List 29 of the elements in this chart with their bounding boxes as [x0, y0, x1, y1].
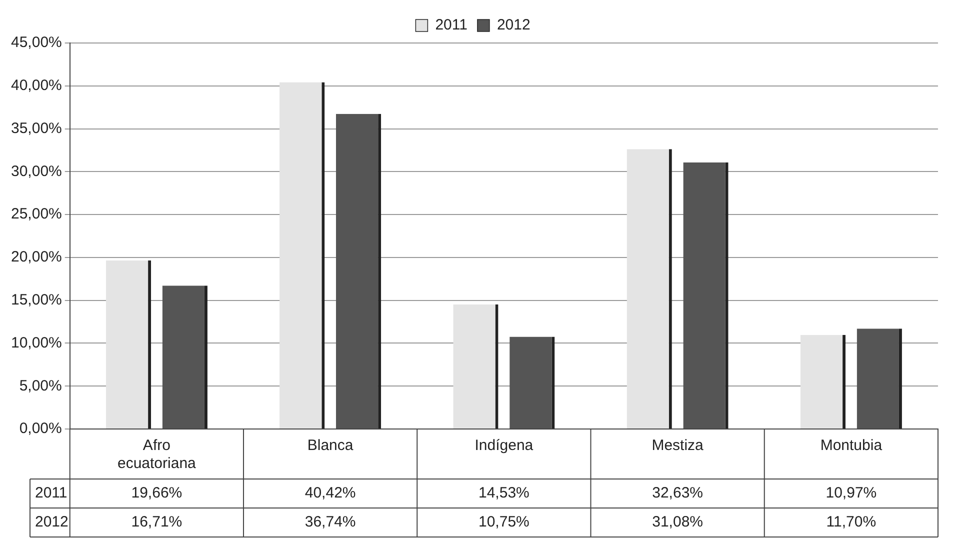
data-label: 36,74%	[304, 514, 356, 531]
y-tick-label: 15,00%	[11, 291, 62, 308]
x-tick-label: Mestiza	[652, 437, 704, 454]
data-label: 16,71%	[131, 514, 182, 531]
legend-label: 2011	[435, 16, 468, 34]
data-label: 10,97%	[826, 484, 877, 502]
data-label: 40,42%	[304, 484, 356, 502]
x-tick-label: Montubia	[820, 437, 883, 454]
y-tick-label: 5,00%	[19, 377, 62, 394]
x-tick-label: Indígena	[474, 437, 534, 454]
data-label: 11,70%	[826, 514, 876, 531]
y-tick-label: 10,00%	[11, 334, 62, 352]
y-tick-label: 30,00%	[11, 162, 62, 180]
text: 2011	[35, 484, 68, 502]
legend-label: 2012	[496, 16, 530, 34]
data-label: 14,53%	[478, 484, 530, 502]
data-label: 19,66%	[131, 484, 182, 502]
x-tick-label: Afro ecuatoriana	[117, 437, 197, 472]
y-tick-label: 35,00%	[11, 120, 62, 137]
y-tick-label: 40,00%	[11, 77, 62, 94]
y-tick-label: 45,00%	[11, 34, 62, 52]
y-tick-label: 25,00%	[11, 206, 62, 223]
data-label: 10,75%	[478, 514, 530, 531]
x-tick-label: Blanca	[307, 437, 354, 454]
data-label: 32,63%	[652, 484, 703, 502]
text: 2012	[35, 514, 68, 531]
y-tick-label: 20,00%	[11, 248, 62, 266]
data-label: 31,08%	[652, 514, 703, 531]
y-tick-label: 0,00%	[19, 420, 62, 438]
